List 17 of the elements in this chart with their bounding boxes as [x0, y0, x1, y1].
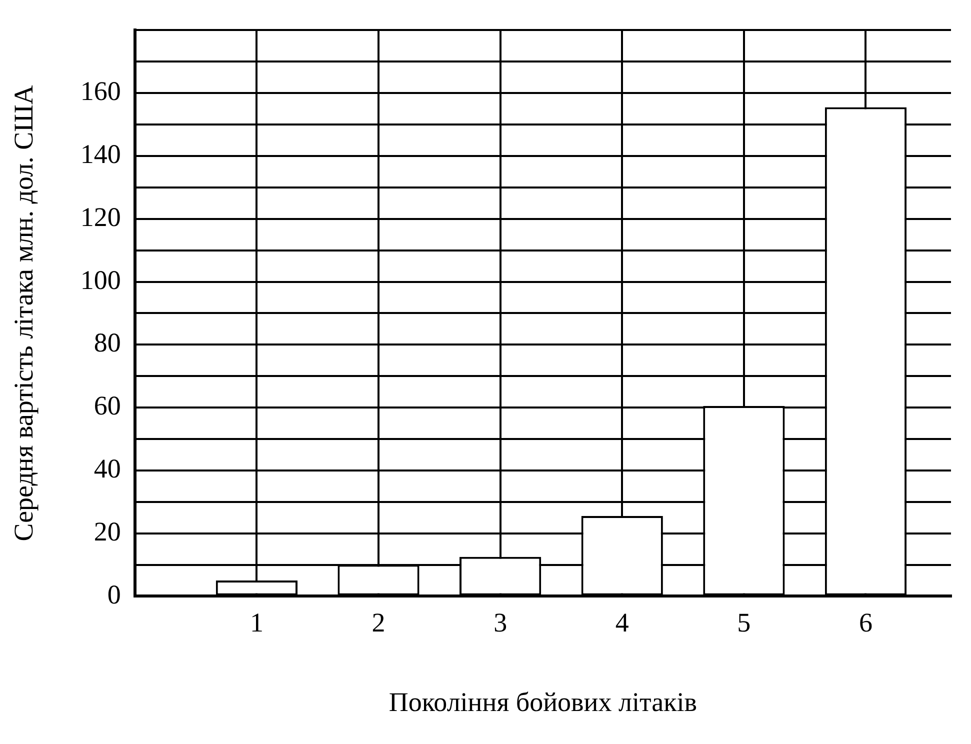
y-tick-label: 0: [107, 579, 121, 610]
y-axis-title: Середня вартість літака млн. дол. США: [8, 84, 38, 542]
x-tick-label: 4: [615, 607, 630, 638]
x-tick-label: 5: [737, 607, 751, 638]
y-tick-label: 120: [80, 202, 121, 232]
x-axis-title: Покоління бойових літаків: [388, 686, 697, 717]
y-tick-label: 100: [80, 264, 121, 295]
x-tick-label: 3: [494, 607, 508, 638]
x-tick-label: 2: [372, 607, 386, 638]
y-tick-label: 40: [94, 454, 121, 484]
x-tick-label: 6: [858, 607, 872, 638]
y-tick-label: 60: [94, 390, 121, 421]
y-tick-label: 80: [94, 328, 121, 358]
y-tick-label: 20: [94, 516, 121, 546]
y-tick-label: 140: [80, 139, 121, 170]
x-tick-label: 1: [250, 607, 264, 638]
y-tick-label: 160: [80, 76, 121, 106]
